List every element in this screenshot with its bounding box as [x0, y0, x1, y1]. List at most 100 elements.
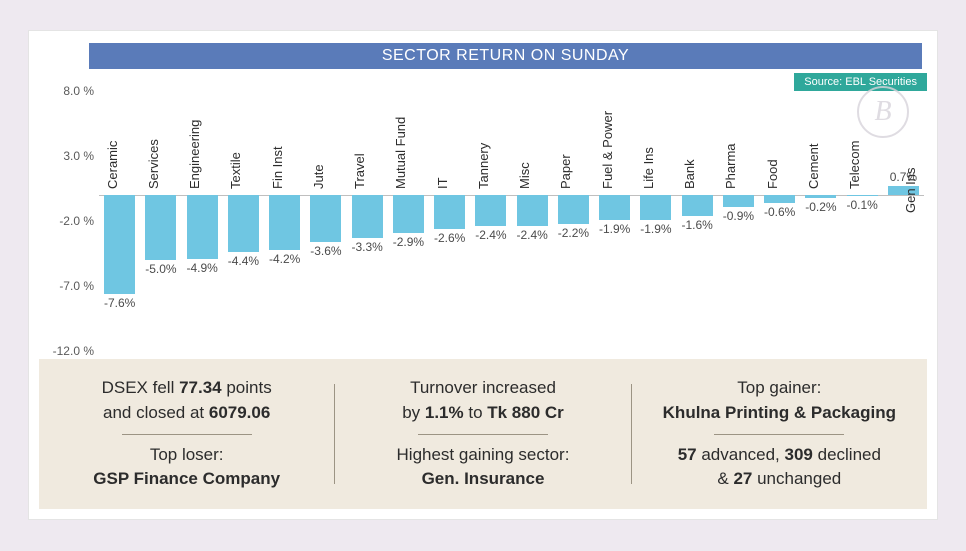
bar-category-label: Misc [517, 162, 532, 189]
bar-category-label: Paper [558, 154, 573, 189]
text: DSEX fell [102, 378, 179, 397]
bar-value-label: -2.9% [393, 235, 424, 249]
bars-container: Ceramic-7.6% Services -5.0% Engineering-4.9… [99, 91, 924, 351]
bar-value-label: -1.9% [599, 222, 630, 236]
bar-value-label: -0.1% [846, 198, 877, 212]
sub-label: Top loser: [57, 443, 316, 468]
bar [104, 195, 135, 294]
bar [434, 195, 465, 229]
y-tick-label: -2.0 % [59, 214, 94, 228]
bar-value-label: -0.6% [764, 205, 795, 219]
bar-slot: Life Ins-1.9% [635, 91, 676, 351]
bar [847, 195, 878, 196]
bar-category-label: Telecom [847, 141, 862, 189]
bar [228, 195, 259, 252]
chart-card: SECTOR RETURN ON SUNDAY Source: EBL Secu… [28, 30, 938, 520]
value: 309 [785, 445, 813, 464]
plot-area: Ceramic-7.6% Services -5.0% Engineering-4.9… [99, 91, 924, 351]
bar-category-label: Services [146, 139, 161, 189]
bar [805, 195, 836, 198]
bar-slot: Ceramic-7.6% [99, 91, 140, 351]
y-tick-label: 8.0 % [63, 84, 94, 98]
bar-category-label: Fuel & Power [600, 111, 615, 189]
bar-value-label: -5.0% [145, 262, 176, 276]
sub-value: Gen. Insurance [353, 467, 612, 492]
sub-value: Khulna Printing & Packaging [650, 401, 909, 426]
bar-category-label: Travel [352, 153, 367, 189]
summary-col-3: Top gainer: Khulna Printing & Packaging … [632, 376, 927, 492]
value: 6079.06 [209, 403, 270, 422]
y-axis: 8.0 %3.0 %-2.0 %-7.0 %-12.0 % [49, 91, 94, 351]
bar-value-label: -0.9% [723, 209, 754, 223]
bar-value-label: -0.2% [805, 200, 836, 214]
bar [352, 195, 383, 238]
bar-category-label: Jute [311, 164, 326, 189]
summary-col-2: Turnover increased by 1.1% to Tk 880 Cr … [335, 376, 630, 492]
y-tick-label: -7.0 % [59, 279, 94, 293]
bar-value-label: -2.4% [516, 228, 547, 242]
bar-slot: Fin Inst-4.2% [264, 91, 305, 351]
bar [187, 195, 218, 259]
bar [475, 195, 506, 226]
text: & [717, 469, 733, 488]
text: advanced, [697, 445, 785, 464]
value: Tk 880 Cr [487, 403, 564, 422]
bar [269, 195, 300, 250]
summary-line: and closed at 6079.06 [57, 401, 316, 426]
bar-value-label: -4.2% [269, 252, 300, 266]
bar-value-label: 0.7% [890, 170, 917, 184]
summary-line: by 1.1% to Tk 880 Cr [353, 401, 612, 426]
value: 57 [678, 445, 697, 464]
bar-slot: Misc -2.4% [512, 91, 553, 351]
bar-slot: Mutual Fund -2.9% [388, 91, 429, 351]
bar [145, 195, 176, 260]
value: 77.34 [179, 378, 222, 397]
text: and closed at [103, 403, 209, 422]
bar-value-label: -1.9% [640, 222, 671, 236]
text: by [402, 403, 425, 422]
text: declined [813, 445, 881, 464]
bar [682, 195, 713, 216]
bar-slot: Paper -2.2% [553, 91, 594, 351]
bar-slot: Cement-0.2% [800, 91, 841, 351]
bar-slot: Engineering-4.9% [182, 91, 223, 351]
bar-category-label: Bank [682, 159, 697, 189]
bar-slot: IT -2.6% [429, 91, 470, 351]
text: to [464, 403, 488, 422]
summary-line: DSEX fell 77.34 points [57, 376, 316, 401]
bar-category-label: IT [435, 177, 450, 189]
divider [418, 434, 548, 435]
bar-value-label: -3.3% [351, 240, 382, 254]
bar [640, 195, 671, 220]
bar-category-label: Pharma [723, 143, 738, 189]
value: 1.1% [425, 403, 464, 422]
sub-value: GSP Finance Company [57, 467, 316, 492]
sub-label: Highest gaining sector: [353, 443, 612, 468]
bar [393, 195, 424, 233]
text: unchanged [752, 469, 841, 488]
bar [599, 195, 630, 220]
bar-chart: 8.0 %3.0 %-2.0 %-7.0 %-12.0 % Ceramic-7.… [49, 91, 929, 351]
bar-value-label: -4.4% [228, 254, 259, 268]
divider [714, 434, 844, 435]
bar-slot: Bank -1.6% [677, 91, 718, 351]
bar-slot: Gen Ins0.7% [883, 91, 924, 351]
bar-value-label: -4.9% [186, 261, 217, 275]
bar [764, 195, 795, 203]
bar-category-label: Mutual Fund [393, 117, 408, 189]
y-tick-label: -12.0 % [53, 344, 94, 358]
y-tick-label: 3.0 % [63, 149, 94, 163]
bar [517, 195, 548, 226]
bar-slot: Tannery-2.4% [470, 91, 511, 351]
summary-panel: DSEX fell 77.34 points and closed at 607… [39, 359, 927, 509]
bar [723, 195, 754, 207]
text: points [222, 378, 272, 397]
bar-slot: Pharma -0.9% [718, 91, 759, 351]
summary-line: Turnover increased [353, 376, 612, 401]
bar-slot: Food-0.6% [759, 91, 800, 351]
bar-value-label: -2.6% [434, 231, 465, 245]
bar-value-label: -2.2% [558, 226, 589, 240]
bar-slot: Jute-3.6% [305, 91, 346, 351]
sub-label: Top gainer: [650, 376, 909, 401]
bar-value-label: -1.6% [681, 218, 712, 232]
